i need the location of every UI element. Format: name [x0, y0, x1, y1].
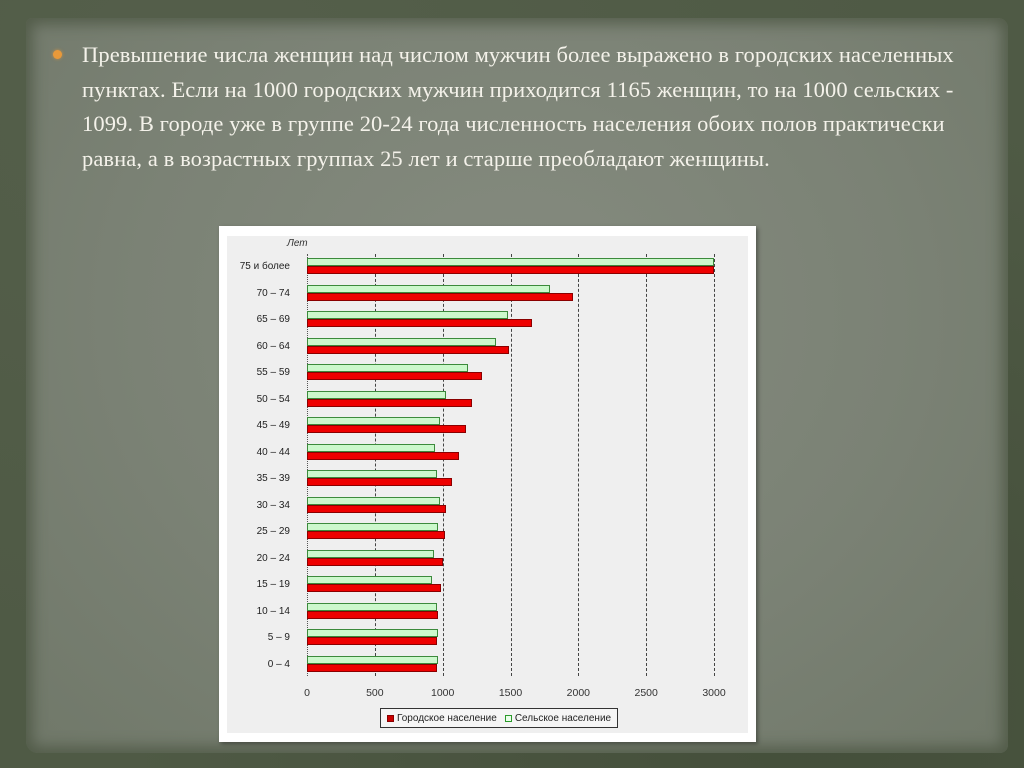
bar-urban: [307, 584, 441, 592]
bar-urban: [307, 398, 472, 407]
bar-rural: [307, 258, 714, 266]
urban-swatch-icon: [387, 714, 394, 722]
bar-urban: [307, 478, 453, 486]
bar-rural: [307, 576, 432, 584]
x-tick-label: 500: [366, 687, 384, 699]
x-tick-label: 1500: [498, 687, 523, 699]
x-tick-label: 0: [304, 687, 310, 699]
x-tick-label: 2500: [634, 687, 658, 699]
legend-item-urban: Городское население: [387, 713, 497, 724]
rural-swatch-icon: [504, 714, 512, 722]
y-category-label: 0 – 4: [267, 658, 290, 670]
y-category-label: 40 – 44: [256, 446, 290, 458]
y-category-label: 25 – 29: [256, 526, 290, 537]
y-category-label: 5 – 9: [267, 632, 290, 643]
bar-urban: [307, 557, 443, 566]
y-category-label: 70 – 74: [256, 287, 290, 299]
bar-rural: [307, 629, 438, 637]
bar-rural: [307, 602, 438, 611]
y-category-label: 30 – 34: [256, 499, 290, 511]
bar-rural: [307, 496, 440, 505]
bullet-icon: [53, 50, 62, 59]
bar-rural: [307, 390, 447, 399]
bar-rural: [307, 284, 550, 293]
y-axis-title: Лет: [287, 238, 308, 249]
slide-body-text: Превышение числа женщин над числом мужчи…: [82, 42, 954, 171]
bar-rural: [307, 655, 438, 664]
bar-urban: [307, 292, 573, 301]
gridline: [646, 254, 648, 676]
gridline: [510, 254, 512, 676]
legend-label-urban: Городское население: [397, 712, 497, 724]
gridline: [374, 254, 376, 676]
bar-urban: [307, 451, 459, 460]
bar-rural: [307, 443, 436, 452]
legend-item-rural: Сельское население: [504, 712, 612, 724]
gridline: [714, 254, 715, 676]
bar-urban: [307, 319, 532, 327]
bar-urban: [307, 345, 510, 354]
x-tick-label: 2000: [566, 687, 591, 699]
chart-image: Лет Городское население Сельское населен…: [219, 226, 756, 742]
bar-rural: [307, 311, 508, 319]
chart-plot-area: Лет Городское население Сельское населен…: [227, 236, 748, 733]
y-category-label: 65 – 69: [256, 314, 290, 325]
bar-urban: [307, 637, 438, 645]
bar-rural: [307, 337, 496, 346]
bar-urban: [307, 266, 714, 274]
y-category-label: 55 – 59: [256, 367, 290, 378]
legend-label-rural: Сельское население: [514, 712, 612, 724]
bar-urban: [307, 531, 445, 539]
y-category-label: 75 и более: [239, 261, 290, 272]
chart-legend: Городское население Сельское население: [380, 708, 619, 728]
y-category-label: 45 – 49: [256, 420, 290, 431]
bar-urban: [307, 610, 438, 619]
bar-urban: [307, 425, 466, 433]
bar-urban: [307, 663, 438, 672]
y-category-label: 50 – 54: [256, 393, 290, 405]
bar-rural: [307, 417, 440, 425]
y-category-label: 20 – 24: [256, 552, 290, 564]
y-category-label: 60 – 64: [256, 340, 290, 352]
bar-rural: [307, 470, 438, 478]
x-tick-label: 3000: [702, 687, 726, 699]
x-tick-label: 1000: [430, 687, 455, 699]
y-category-label: 35 – 39: [256, 473, 290, 484]
bar-rural: [307, 549, 434, 558]
bar-rural: [307, 523, 438, 531]
bar-urban: [307, 372, 482, 380]
y-category-label: 10 – 14: [256, 605, 290, 617]
gridline: [442, 254, 444, 676]
bar-rural: [307, 364, 468, 372]
gridline: [578, 254, 580, 676]
y-category-label: 15 – 19: [256, 579, 290, 590]
gridline: [307, 254, 308, 676]
bar-urban: [307, 504, 447, 513]
